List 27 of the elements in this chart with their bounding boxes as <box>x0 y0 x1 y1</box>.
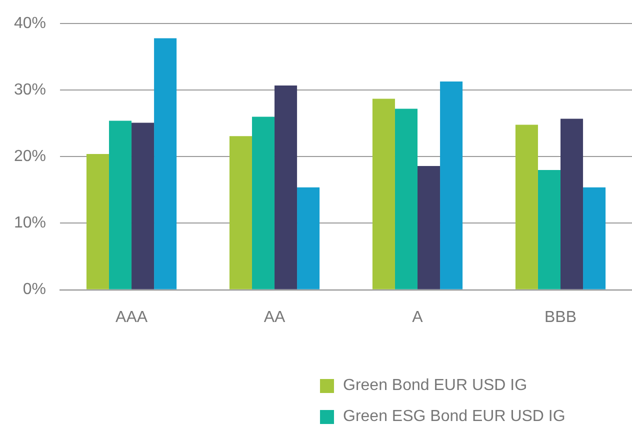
bar <box>274 85 298 290</box>
x-tick-label: A <box>412 308 424 326</box>
y-tick-label: 10% <box>14 214 46 232</box>
bar <box>297 187 320 290</box>
x-tick-label: BBB <box>544 308 577 326</box>
y-tick-label: 40% <box>14 15 46 32</box>
bar <box>86 154 109 290</box>
bar <box>560 118 584 290</box>
y-tick-label: 20% <box>14 148 46 166</box>
bar <box>109 120 132 290</box>
legend-label: Green ESG Bond EUR USD IG <box>343 408 566 426</box>
bar <box>229 136 252 290</box>
y-tick-label: 0% <box>22 281 46 298</box>
bar <box>515 124 538 290</box>
bar <box>394 108 418 290</box>
y-tick-label: 30% <box>14 82 46 99</box>
x-tick-label: AAA <box>116 308 148 326</box>
bar <box>440 82 463 290</box>
bar <box>372 98 395 290</box>
bar <box>538 170 561 290</box>
bar <box>132 122 154 290</box>
bar <box>154 38 177 290</box>
x-tick-label: AA <box>264 308 286 326</box>
bar <box>252 116 275 290</box>
legend-label: Green Bond EUR USD IG <box>343 376 528 394</box>
bar <box>418 166 440 290</box>
bar <box>583 187 606 290</box>
